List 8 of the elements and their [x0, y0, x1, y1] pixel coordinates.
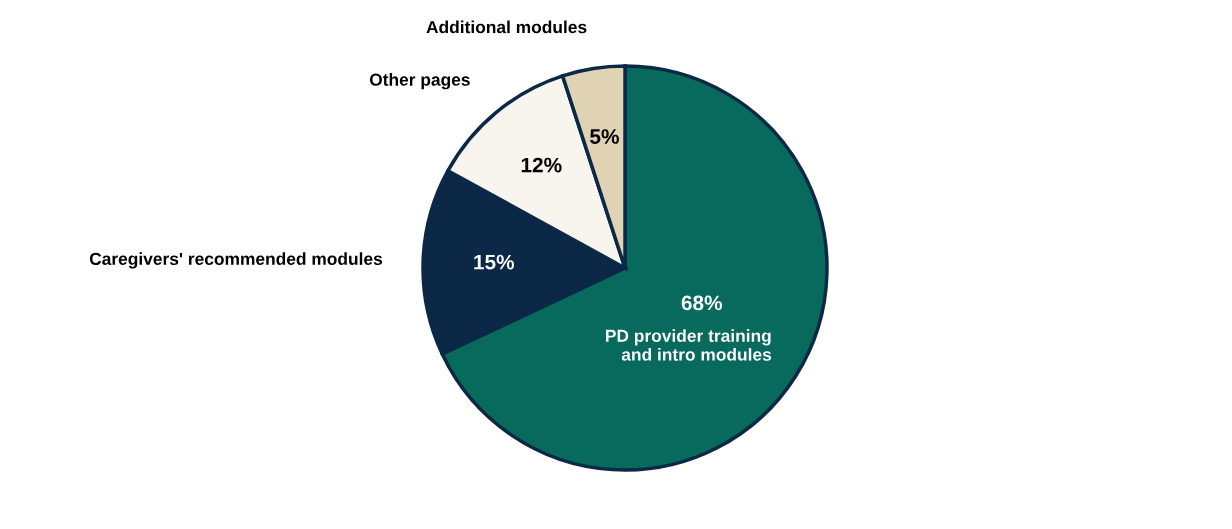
- data-label: 15%: [474, 254, 515, 270]
- slice-label: PD provider training and intro modules: [606, 329, 772, 361]
- data-label: 12%: [521, 157, 562, 173]
- slice-label: Additional modules: [426, 20, 587, 34]
- data-label: 68%: [681, 295, 723, 311]
- slice-label: Caregivers' recommended modules: [89, 252, 383, 269]
- slice-label: Other pages: [369, 73, 470, 90]
- data-label: 5%: [590, 129, 619, 144]
